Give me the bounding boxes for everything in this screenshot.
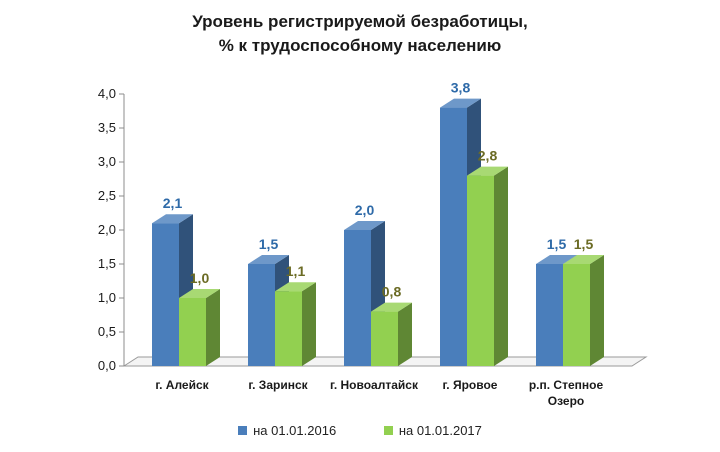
legend-label-2017: на 01.01.2017 — [398, 422, 482, 438]
bar — [248, 264, 275, 366]
x-tick-label: г. Яровое — [443, 378, 498, 392]
legend-item-2017: на 01.01.2017 — [383, 422, 482, 438]
bar — [344, 230, 371, 366]
data-label: 1,5 — [259, 236, 279, 252]
data-label: 0,8 — [382, 284, 402, 300]
y-tick-label: 1,0 — [98, 290, 116, 305]
y-tick-label: 0,0 — [98, 358, 116, 373]
chart-title: Уровень регистрируемой безработицы, — [192, 12, 528, 31]
legend-swatch-2016 — [238, 425, 248, 435]
data-label: 2,8 — [478, 148, 498, 164]
bar — [371, 311, 398, 366]
bar-top — [371, 302, 412, 312]
bar — [440, 107, 467, 366]
y-tick-label: 4,0 — [98, 86, 116, 101]
bar-side — [302, 282, 316, 366]
bar-side — [590, 255, 604, 366]
legend-swatch-2017 — [383, 425, 393, 435]
bar-side — [494, 166, 508, 366]
bar-top — [275, 282, 316, 292]
y-tick-label: 3,0 — [98, 154, 116, 169]
bar-side — [398, 302, 412, 366]
y-tick-label: 0,5 — [98, 324, 116, 339]
bar-top — [563, 255, 604, 264]
y-tick-label: 2,5 — [98, 188, 116, 203]
x-tick-label: г. Заринск — [248, 378, 308, 392]
bar-top — [344, 221, 385, 230]
x-tick-label: г. Алейск — [155, 378, 209, 392]
chart-subtitle: % к трудоспособному населению — [218, 36, 502, 55]
bar-top — [440, 98, 481, 108]
data-label: 3,8 — [451, 80, 471, 96]
bar — [467, 175, 494, 366]
bar — [152, 223, 179, 366]
chart-title-block: Уровень регистрируемой безработицы, % к … — [0, 10, 720, 58]
y-tick-label: 2,0 — [98, 222, 116, 237]
bar-top — [248, 255, 289, 264]
x-tick-label: Озеро — [548, 394, 584, 408]
legend: на 01.01.2016 на 01.01.2017 — [0, 421, 720, 438]
legend-label-2016: на 01.01.2016 — [253, 422, 337, 438]
bar — [275, 291, 302, 366]
data-label: 1,0 — [190, 270, 210, 286]
bar-top — [536, 255, 577, 264]
bar — [179, 298, 206, 366]
bar — [536, 264, 563, 366]
data-label: 2,1 — [163, 195, 183, 211]
y-tick-label: 3,5 — [98, 120, 116, 135]
y-tick-label: 1,5 — [98, 256, 116, 271]
data-label: 1,5 — [547, 236, 567, 252]
bar-top — [179, 289, 220, 298]
bar-side — [206, 289, 220, 366]
x-tick-label: г. Новоалтайск — [330, 378, 419, 392]
data-label: 1,5 — [574, 236, 594, 252]
legend-item-2016: на 01.01.2016 — [238, 422, 336, 438]
data-label: 2,0 — [355, 202, 375, 218]
x-tick-label: р.п. Степное — [529, 378, 604, 392]
bar-top — [467, 166, 508, 176]
bar — [563, 264, 590, 366]
bar-top — [152, 214, 193, 224]
data-label: 1,1 — [286, 263, 306, 279]
